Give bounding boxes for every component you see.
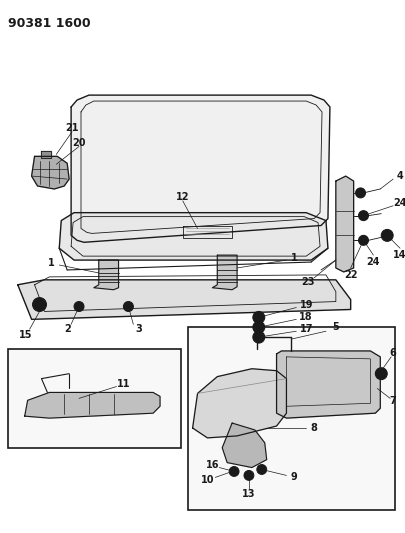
Polygon shape bbox=[59, 213, 327, 260]
Polygon shape bbox=[276, 351, 379, 418]
Polygon shape bbox=[192, 369, 286, 438]
Text: 21: 21 bbox=[65, 123, 79, 133]
Circle shape bbox=[355, 188, 364, 198]
Text: 5: 5 bbox=[332, 322, 339, 332]
Circle shape bbox=[74, 302, 84, 311]
Text: 1: 1 bbox=[290, 253, 297, 263]
Text: 24: 24 bbox=[366, 257, 379, 267]
Text: 11: 11 bbox=[116, 378, 130, 389]
Bar bbox=[8, 349, 180, 448]
Polygon shape bbox=[94, 260, 118, 290]
Polygon shape bbox=[212, 255, 237, 290]
Text: 13: 13 bbox=[241, 489, 255, 499]
Text: 4: 4 bbox=[396, 171, 403, 181]
Circle shape bbox=[375, 368, 386, 379]
Polygon shape bbox=[222, 423, 266, 467]
Circle shape bbox=[243, 471, 253, 480]
Text: 22: 22 bbox=[343, 270, 356, 280]
Polygon shape bbox=[32, 156, 69, 189]
Text: 7: 7 bbox=[389, 397, 396, 406]
Text: 24: 24 bbox=[392, 198, 405, 208]
Text: 9: 9 bbox=[290, 472, 297, 482]
Circle shape bbox=[378, 371, 383, 376]
Text: 90381 1600: 90381 1600 bbox=[8, 17, 90, 30]
Polygon shape bbox=[25, 392, 160, 418]
Polygon shape bbox=[335, 176, 353, 272]
Circle shape bbox=[228, 466, 239, 477]
Circle shape bbox=[252, 311, 264, 324]
Polygon shape bbox=[18, 280, 350, 319]
Text: 2: 2 bbox=[64, 324, 70, 334]
Text: 14: 14 bbox=[392, 250, 405, 260]
Text: 20: 20 bbox=[72, 138, 85, 148]
Circle shape bbox=[358, 211, 367, 221]
Text: 1: 1 bbox=[48, 258, 55, 268]
Circle shape bbox=[358, 236, 367, 245]
Circle shape bbox=[36, 302, 43, 308]
Circle shape bbox=[252, 321, 264, 333]
Text: 12: 12 bbox=[175, 192, 189, 202]
Circle shape bbox=[252, 331, 264, 343]
Text: 17: 17 bbox=[299, 324, 312, 334]
Circle shape bbox=[123, 302, 133, 311]
Polygon shape bbox=[41, 151, 51, 158]
Text: 19: 19 bbox=[299, 300, 312, 310]
Text: 16: 16 bbox=[205, 459, 219, 470]
Text: 10: 10 bbox=[200, 475, 214, 486]
Circle shape bbox=[32, 297, 46, 311]
Bar bbox=[187, 327, 394, 510]
Text: 6: 6 bbox=[389, 348, 396, 358]
Text: 3: 3 bbox=[134, 324, 141, 334]
Polygon shape bbox=[71, 95, 329, 243]
Text: 23: 23 bbox=[301, 277, 314, 287]
Text: 15: 15 bbox=[19, 330, 32, 340]
Circle shape bbox=[256, 465, 266, 474]
Text: 18: 18 bbox=[298, 312, 312, 322]
Text: 8: 8 bbox=[310, 423, 317, 433]
Circle shape bbox=[380, 230, 392, 241]
